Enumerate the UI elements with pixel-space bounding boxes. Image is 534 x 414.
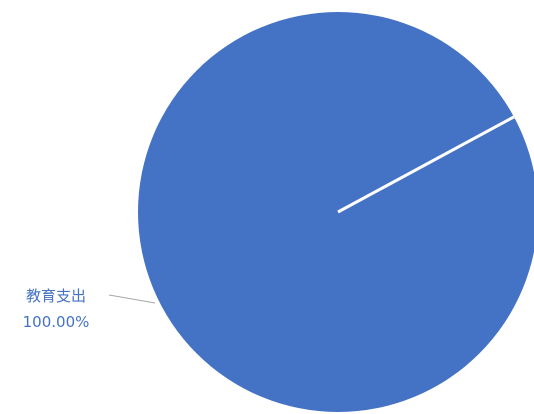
data-label: 教育支出 100.00%	[23, 287, 90, 331]
data-label-percent: 100.00%	[23, 313, 90, 331]
data-label-category: 教育支出	[26, 287, 86, 305]
pie-slices	[138, 12, 534, 412]
slice-separator	[337, 115, 515, 214]
pie-slice-0	[138, 12, 534, 412]
data-label-leader-line	[108, 294, 156, 304]
